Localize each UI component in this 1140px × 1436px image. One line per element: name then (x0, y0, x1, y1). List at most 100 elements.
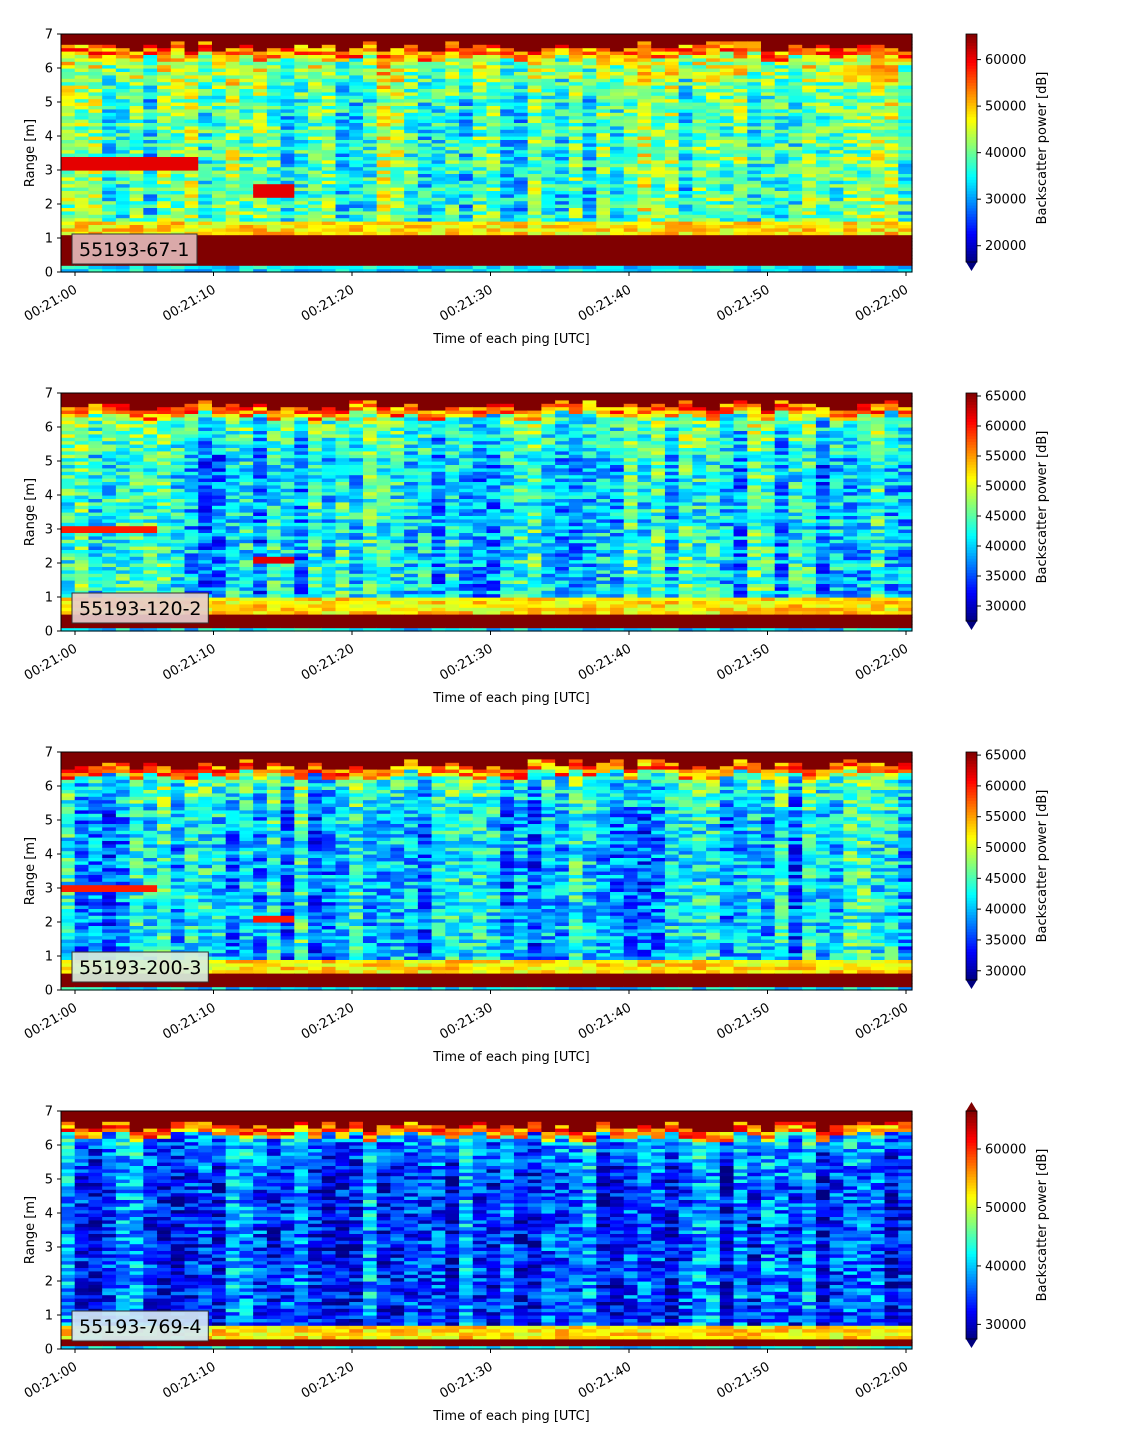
heatmap-cell (678, 139, 693, 144)
heatmap-cell (747, 47, 762, 52)
heatmap-cell (664, 91, 680, 96)
heatmap-cell (664, 166, 680, 171)
heatmap-cell (678, 176, 693, 181)
heatmap-cell (431, 207, 446, 212)
heatmap-cell (596, 54, 611, 59)
heatmap-cell (74, 51, 90, 55)
heatmap-cell (774, 122, 790, 127)
heatmap-cell (445, 241, 460, 246)
heatmap-cell (747, 190, 762, 195)
heatmap-cell (417, 149, 433, 154)
heatmap-cell (692, 190, 707, 195)
heatmap-cell (610, 238, 625, 242)
heatmap-cell (266, 153, 282, 157)
heatmap-cell (678, 244, 693, 249)
heatmap-cell (143, 210, 158, 215)
heatmap-cell (541, 54, 556, 59)
heatmap-cell (651, 170, 666, 174)
heatmap-cell (692, 34, 707, 38)
heatmap-cell (610, 74, 625, 79)
heatmap-cell (555, 47, 570, 52)
heatmap-cell (513, 244, 529, 249)
heatmap-cell (129, 115, 144, 120)
colorbar-segment (966, 242, 977, 246)
heatmap-cell (568, 81, 584, 86)
colorbar-segment (966, 71, 977, 75)
heatmap-cell (88, 51, 103, 55)
heatmap-cell (692, 241, 707, 246)
heatmap-cell (527, 54, 543, 59)
heatmap-cell (170, 119, 186, 123)
heatmap-cell (74, 437, 90, 442)
heatmap-cell (472, 54, 488, 59)
heatmap-cell (88, 420, 103, 425)
heatmap-cell (555, 40, 570, 45)
heatmap-cell (664, 34, 680, 38)
heatmap-cell (294, 112, 309, 117)
heatmap-cell (541, 248, 556, 253)
heatmap-cell (102, 98, 117, 103)
heatmap-cell (61, 37, 76, 42)
heatmap-cell (143, 95, 158, 100)
heatmap-cell (706, 44, 721, 49)
heatmap-cell (486, 129, 501, 134)
colorbar-segment (966, 133, 977, 138)
heatmap-cell (417, 51, 433, 55)
heatmap-cell (157, 132, 172, 137)
heatmap-cell (774, 176, 790, 181)
heatmap-cell (637, 180, 652, 185)
heatmap-cell (335, 170, 350, 174)
heatmap-cell (555, 190, 570, 195)
heatmap-cell (239, 265, 254, 270)
heatmap-cell (637, 85, 652, 89)
heatmap-cell (335, 187, 350, 191)
heatmap-cell (637, 139, 652, 144)
heatmap-cell (390, 210, 405, 215)
heatmap-cell (143, 64, 158, 69)
heatmap-cell (472, 159, 488, 164)
heatmap-cell (513, 115, 529, 120)
heatmap-cell (761, 231, 776, 236)
heatmap-cell (870, 227, 886, 232)
heatmap-cell (129, 193, 144, 198)
heatmap-cell (623, 40, 639, 45)
heatmap-cell (102, 403, 117, 408)
heatmap-cell (829, 183, 844, 188)
heatmap-cell (555, 244, 570, 249)
y-tick-label: 7 (45, 28, 53, 43)
heatmap-cell (664, 40, 680, 45)
heatmap-cell (198, 85, 213, 89)
heatmap-cell (390, 122, 405, 127)
heatmap-cell (637, 197, 652, 202)
heatmap-cell (102, 105, 117, 110)
heatmap-cell (74, 88, 90, 93)
heatmap-cell (870, 251, 886, 256)
heatmap-cell (513, 119, 529, 123)
heatmap-cell (115, 176, 131, 181)
heatmap-cell (651, 136, 666, 140)
heatmap-cell (74, 129, 90, 134)
heatmap-cell (719, 34, 735, 38)
heatmap-cell (335, 112, 350, 117)
heatmap-cell (582, 112, 597, 117)
heatmap-cell (253, 231, 268, 236)
heatmap-cell (143, 61, 158, 66)
heatmap-cell (472, 224, 488, 229)
colorbar-segment (966, 196, 977, 200)
heatmap-cell (143, 88, 158, 93)
heatmap-cell (692, 176, 707, 181)
heatmap-cell (692, 102, 707, 106)
heatmap-cell (308, 142, 323, 147)
heatmap-cell (678, 217, 693, 222)
heatmap-cell (513, 183, 529, 188)
heatmap-cell (431, 115, 446, 120)
heatmap-cell (513, 71, 529, 76)
heatmap-cell (74, 85, 90, 89)
heatmap-cell (664, 231, 680, 236)
heatmap-cell (459, 207, 474, 212)
heatmap-cell (308, 268, 323, 273)
heatmap-cell (733, 44, 748, 49)
heatmap-cell (500, 129, 515, 134)
heatmap-cell (527, 255, 543, 259)
colorbar-segment (966, 102, 977, 106)
